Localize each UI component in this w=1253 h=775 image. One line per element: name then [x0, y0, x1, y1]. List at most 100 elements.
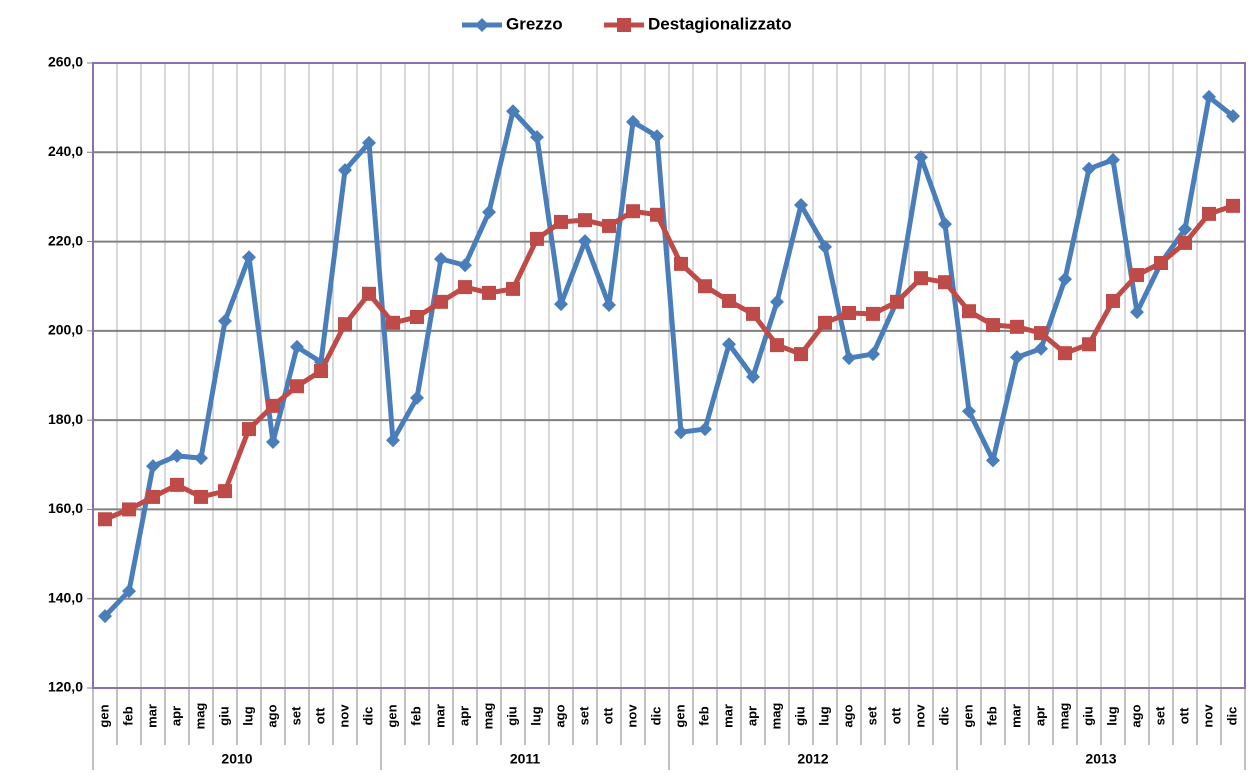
data-point	[410, 310, 424, 324]
data-point	[1058, 346, 1072, 360]
x-tick-label: ott	[1176, 707, 1191, 724]
legend-marker	[617, 18, 631, 32]
data-point	[818, 316, 832, 330]
x-tick-label: gen	[672, 704, 687, 727]
x-tick-label: ott	[600, 707, 615, 724]
data-point	[626, 204, 640, 218]
data-point	[122, 502, 136, 516]
x-tick-label: apr	[1032, 706, 1047, 726]
y-tick-label: 180,0	[48, 411, 83, 427]
x-tick-label: set	[288, 706, 303, 725]
x-tick-label: set	[576, 706, 591, 725]
x-tick-label: ago	[264, 704, 279, 727]
x-tick-label: mag	[480, 703, 495, 730]
data-point	[194, 490, 208, 504]
data-point	[170, 449, 184, 463]
y-tick-label: 120,0	[48, 679, 83, 695]
x-tick-label: ago	[1128, 704, 1143, 727]
data-point	[506, 282, 520, 296]
data-point	[1010, 350, 1024, 364]
chart: 120,0140,0160,0180,0200,0220,0240,0260,0…	[0, 0, 1253, 775]
data-point	[1202, 207, 1216, 221]
year-label: 2010	[221, 751, 252, 767]
y-tick-label: 240,0	[48, 143, 83, 159]
x-tick-label: lug	[1104, 706, 1119, 726]
x-tick-label: ago	[840, 704, 855, 727]
x-tick-label: gen	[384, 704, 399, 727]
x-tick-label: giu	[1080, 706, 1095, 726]
data-point	[362, 287, 376, 301]
x-tick-label: nov	[624, 704, 639, 728]
x-tick-label: mar	[720, 704, 735, 728]
data-point	[938, 217, 952, 231]
data-point	[698, 279, 712, 293]
y-tick-label: 140,0	[48, 589, 83, 605]
data-point	[674, 257, 688, 271]
data-point	[146, 490, 160, 504]
data-point	[98, 512, 112, 526]
data-point	[794, 347, 808, 361]
data-point	[986, 318, 1000, 332]
data-point	[554, 297, 568, 311]
x-tick-label: apr	[456, 706, 471, 726]
data-point	[578, 234, 592, 248]
x-tick-label: dic	[936, 707, 951, 726]
data-point	[218, 314, 232, 328]
data-point	[1058, 272, 1072, 286]
data-point	[194, 451, 208, 465]
data-point	[842, 306, 856, 320]
year-label: 2011	[510, 751, 541, 767]
data-point	[1010, 320, 1024, 334]
data-point	[674, 425, 688, 439]
x-tick-label: nov	[1200, 704, 1215, 728]
data-point	[458, 280, 472, 294]
x-tick-label: nov	[912, 704, 927, 728]
data-point	[554, 215, 568, 229]
legend-marker	[475, 18, 489, 32]
x-tick-label: feb	[696, 706, 711, 726]
data-point	[170, 478, 184, 492]
x-tick-label: giu	[216, 706, 231, 726]
y-tick-label: 220,0	[48, 232, 83, 248]
data-point	[218, 484, 232, 498]
x-tick-label: mar	[144, 704, 159, 728]
data-point	[1034, 326, 1048, 340]
data-point	[650, 208, 664, 222]
x-tick-label: apr	[744, 706, 759, 726]
data-point	[266, 435, 280, 449]
data-point	[722, 294, 736, 308]
data-point	[1130, 268, 1144, 282]
year-label: 2013	[1085, 751, 1116, 767]
x-tick-label: mag	[768, 703, 783, 730]
data-point	[770, 295, 784, 309]
x-tick-label: giu	[504, 706, 519, 726]
x-tick-label: gen	[96, 704, 111, 727]
data-point	[146, 459, 160, 473]
data-point	[770, 338, 784, 352]
x-tick-label: dic	[648, 707, 663, 726]
y-tick-label: 200,0	[48, 322, 83, 338]
data-point	[434, 252, 448, 266]
legend-label: Destagionalizzato	[648, 14, 792, 33]
data-point	[578, 213, 592, 227]
data-point	[938, 275, 952, 289]
data-point	[386, 316, 400, 330]
x-tick-label: feb	[408, 706, 423, 726]
data-point	[1226, 199, 1240, 213]
data-point	[962, 304, 976, 318]
data-point	[338, 317, 352, 331]
data-point	[746, 307, 760, 321]
x-tick-label: mar	[432, 704, 447, 728]
data-point	[1106, 153, 1120, 167]
x-tick-label: ott	[312, 707, 327, 724]
data-point	[914, 271, 928, 285]
x-tick-label: giu	[792, 706, 807, 726]
data-point	[1178, 236, 1192, 250]
y-tick-label: 160,0	[48, 500, 83, 516]
x-tick-label: mar	[1008, 704, 1023, 728]
x-tick-label: nov	[336, 704, 351, 728]
year-label: 2012	[797, 751, 828, 767]
x-tick-label: ott	[888, 707, 903, 724]
x-tick-label: set	[1152, 706, 1167, 725]
data-point	[266, 399, 280, 413]
